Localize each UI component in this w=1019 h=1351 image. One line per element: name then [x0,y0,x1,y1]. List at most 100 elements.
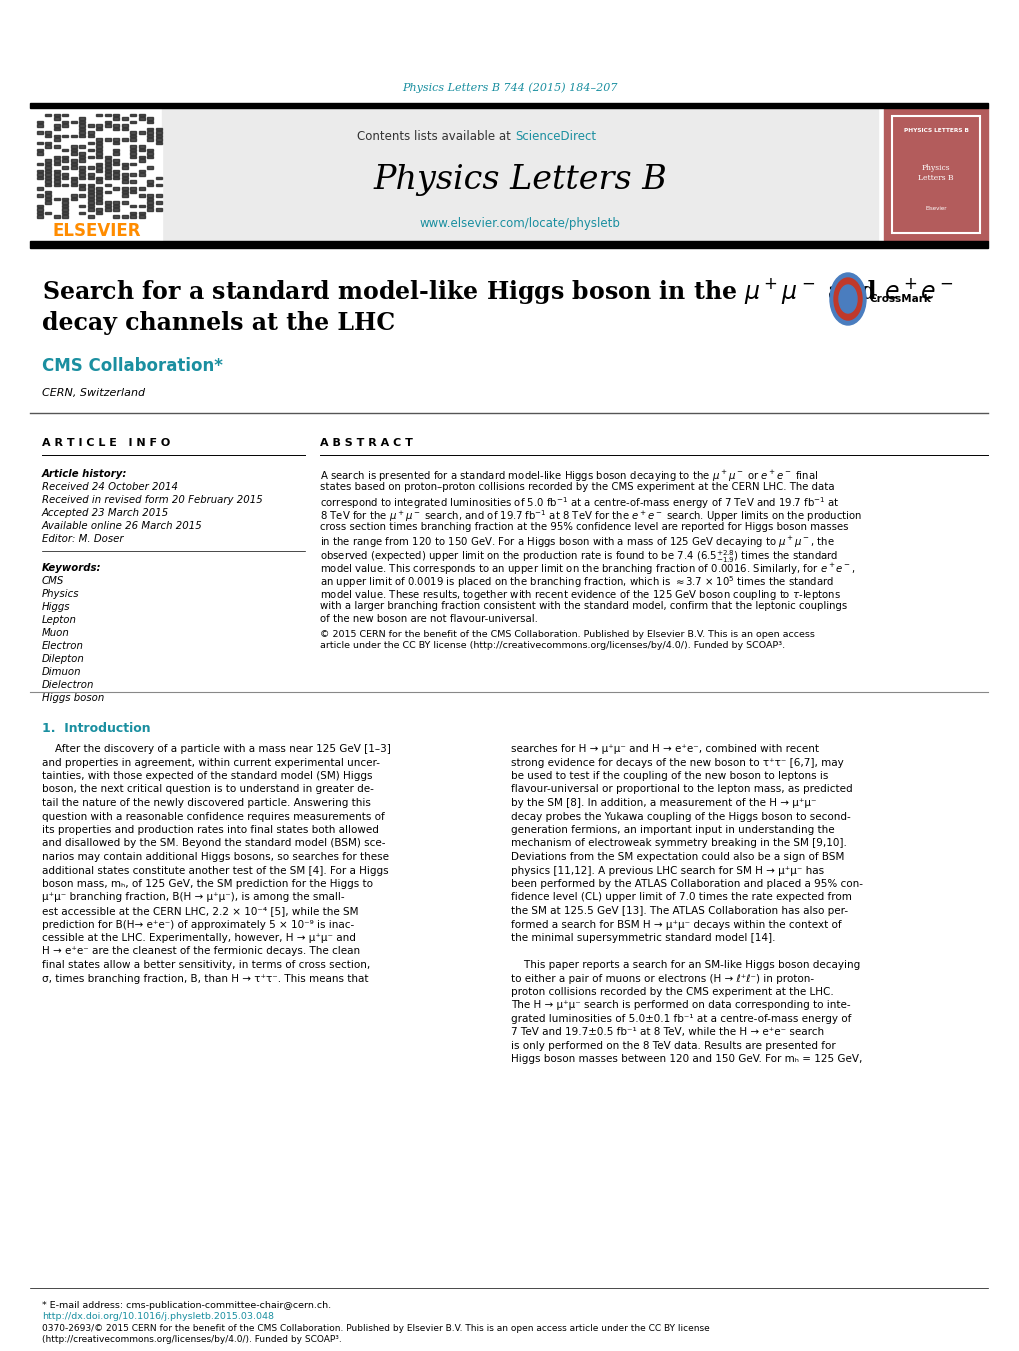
Ellipse shape [839,285,856,313]
Text: correspond to integrated luminosities of 5.0 fb$^{-1}$ at a centre-of-mass energ: correspond to integrated luminosities of… [320,496,839,511]
Text: boson mass, mₕ, of 125 GeV, the SM prediction for the Higgs to: boson mass, mₕ, of 125 GeV, the SM predi… [42,880,373,889]
Text: article under the CC BY license (http://creativecommons.org/licenses/by/4.0/). F: article under the CC BY license (http://… [320,642,785,650]
Text: Search for a standard model-like Higgs boson in the $\mu^+\mu^-$ and $e^+e^-$: Search for a standard model-like Higgs b… [42,276,953,305]
Bar [88,131,94,134]
Bar [156,177,162,178]
Ellipse shape [829,273,865,326]
Bar [97,142,102,145]
Text: decay channels at the LHC: decay channels at the LHC [42,311,394,335]
Text: Available online 26 March 2015: Available online 26 March 2015 [42,521,203,531]
Bar [122,177,127,178]
Bar [139,159,145,162]
Bar [105,184,111,186]
Bar [113,138,119,141]
Bar [105,208,111,211]
Bar [97,124,102,127]
Bar [97,138,102,141]
Bar [105,204,111,207]
Bar [54,162,60,165]
Bar [79,120,86,123]
Bar [71,135,76,136]
Bar [130,120,137,123]
Bar [105,159,111,162]
Bar [71,197,76,200]
Bar [62,184,68,186]
Text: 0370-2693/© 2015 CERN for the benefit of the CMS Collaboration. Published by Els: 0370-2693/© 2015 CERN for the benefit of… [42,1324,709,1333]
Text: model value. These results, together with recent evidence of the 125 GeV boson c: model value. These results, together wit… [320,588,841,601]
Bar [79,195,86,196]
Bar [88,208,94,211]
Bar [122,138,127,141]
Bar [130,212,137,213]
Bar [113,208,119,211]
Bar [156,127,162,130]
Bar [139,113,145,116]
Bar [97,162,102,165]
Text: strong evidence for decays of the new boson to τ⁺τ⁻ [6,7], may: strong evidence for decays of the new bo… [511,758,843,767]
Bar [37,162,43,165]
Text: 8 TeV for the $\mu^+\mu^-$ search, and of 19.7 fb$^{-1}$ at 8 TeV for the $e^+e^: 8 TeV for the $\mu^+\mu^-$ search, and o… [320,508,861,524]
Bar [71,166,76,169]
Bar [88,124,94,127]
Bar [162,108,877,240]
Text: Higgs boson: Higgs boson [42,693,104,703]
Text: Article history:: Article history: [42,469,127,480]
Bar [122,195,127,196]
Text: ELSEVIER: ELSEVIER [53,222,141,240]
Bar [139,186,145,189]
Bar [113,177,119,178]
Bar [71,149,76,151]
Bar [156,208,162,211]
Bar [113,153,119,154]
Bar [122,162,127,165]
Text: CMS: CMS [42,576,64,586]
Bar [46,177,51,178]
Bar [130,145,137,147]
Text: final states allow a better sensitivity, in terms of cross section,: final states allow a better sensitivity,… [42,961,370,970]
Text: Elsevier: Elsevier [924,205,946,211]
Bar [46,197,51,200]
Text: decay probes the Yukawa coupling of the Higgs boson to second-: decay probes the Yukawa coupling of the … [511,812,850,821]
Bar [97,195,102,196]
Text: the SM at 125.5 GeV [13]. The ATLAS Collaboration has also per-: the SM at 125.5 GeV [13]. The ATLAS Coll… [511,907,847,916]
Bar [62,155,68,158]
Bar [148,118,153,119]
Bar [88,177,94,178]
Text: Lepton: Lepton [42,615,76,626]
Bar [62,159,68,162]
Text: Electron: Electron [42,640,84,651]
Bar [105,173,111,176]
Bar [97,155,102,158]
Bar [46,195,51,196]
Bar [37,169,43,172]
Bar [105,201,111,204]
Bar [37,120,43,123]
Bar [79,124,86,127]
Bar [122,180,127,182]
Bar [79,173,86,176]
Text: tail the nature of the newly discovered particle. Answering this: tail the nature of the newly discovered … [42,798,371,808]
Bar [37,124,43,127]
Bar [37,142,43,145]
Bar [130,186,137,189]
Bar [148,149,153,151]
Bar [88,184,94,186]
Bar [113,162,119,165]
Bar [54,215,60,218]
Bar [54,180,60,182]
Text: A search is presented for a standard model-like Higgs boson decaying to the $\mu: A search is presented for a standard mod… [320,469,817,484]
Bar [54,173,60,176]
Bar [54,113,60,116]
Bar [79,153,86,154]
Bar [105,138,111,141]
Text: the minimal supersymmetric standard model [14].: the minimal supersymmetric standard mode… [511,934,774,943]
Bar [97,113,102,116]
Text: boson, the next critical question is to understand in greater de-: boson, the next critical question is to … [42,785,374,794]
Bar [97,208,102,211]
Text: CMS Collaboration*: CMS Collaboration* [42,357,223,376]
Bar [113,127,119,130]
Bar [54,177,60,178]
Bar [122,190,127,193]
Bar [79,177,86,178]
Bar [97,149,102,151]
